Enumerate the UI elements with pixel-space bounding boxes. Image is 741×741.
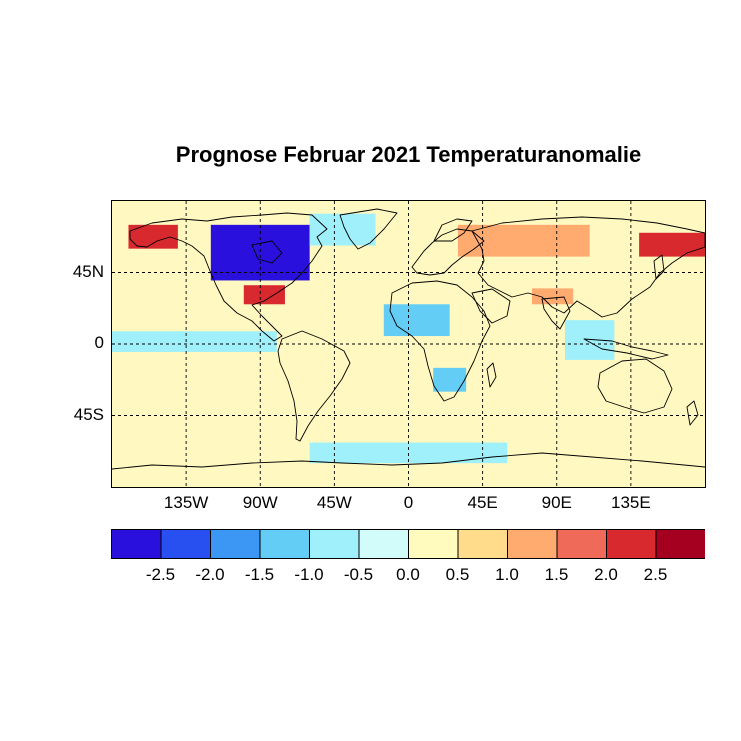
anomaly-map [111, 200, 706, 488]
greenland-outline [339, 208, 398, 250]
continent-outlines [112, 208, 705, 470]
new-zealand-outline [686, 400, 699, 426]
colorbar-label: 0.5 [445, 565, 470, 584]
latitude-label: 45S [73, 404, 104, 424]
antarctica-outline [112, 452, 705, 470]
colorbar-label: -2.0 [195, 565, 225, 584]
colorbar-swatch [457, 529, 508, 559]
colorbar-label: 0.0 [396, 565, 420, 584]
latitude-label: 45N [72, 261, 104, 281]
colorbar-swatch [210, 529, 261, 559]
india-outline [541, 296, 571, 330]
south-america-outline [277, 330, 351, 442]
anomaly-cell [383, 304, 450, 337]
europe-outline [411, 228, 485, 276]
indonesia-outline [583, 338, 669, 360]
colorbar-label: -0.5 [343, 565, 374, 584]
longitude-label: 0 [403, 493, 414, 512]
north-america-outline [129, 212, 328, 342]
colorbar-label: -1.5 [244, 565, 275, 584]
hudson-bay-outline [251, 240, 283, 264]
madagascar-outline [486, 362, 497, 388]
anomaly-cell [457, 224, 590, 257]
anomaly-cell [128, 224, 178, 249]
colorbar-label: -2.5 [145, 565, 176, 584]
colorbar-label: -1.0 [294, 565, 324, 584]
longitude-label: 45W [316, 493, 352, 512]
longitude-label: 90E [541, 493, 572, 512]
japan-outline [653, 254, 665, 280]
colorbar-swatch [556, 529, 607, 559]
colorbar-swatch [408, 529, 459, 559]
longitude-label: 135E [611, 493, 651, 512]
map-title: Prognose Februar 2021 Temperaturanomalie [175, 142, 642, 167]
longitude-label: 45E [467, 493, 498, 512]
colorbar-swatch [358, 529, 409, 559]
anomaly-cell [433, 367, 467, 392]
colorbar-label: 1.5 [544, 565, 569, 584]
colorbar-swatch [655, 529, 705, 559]
longitude-label: 90W [242, 493, 278, 512]
colorbar-swatch [507, 529, 558, 559]
anomaly-cell [639, 232, 705, 257]
latitude-label: 0 [94, 333, 104, 352]
asia-outline [471, 216, 705, 318]
colorbar-swatch [160, 529, 211, 559]
colorbar-swatch [309, 529, 360, 559]
arabia-outline [471, 288, 511, 324]
anomaly-cell [112, 331, 277, 352]
anomaly-cell [243, 285, 285, 305]
colorbar-label: 2.5 [643, 565, 668, 584]
africa-outline [389, 280, 491, 402]
colorbar-swatch [606, 529, 657, 559]
graticule [112, 201, 705, 487]
colorbar-swatch [111, 529, 162, 559]
colorbar [111, 529, 705, 559]
colorbar-label: 1.0 [495, 565, 519, 584]
anomaly-cell [309, 213, 376, 246]
longitude-label: 135W [163, 493, 209, 512]
colorbar-label: 2.0 [594, 565, 618, 584]
map-canvas [112, 201, 705, 487]
anomaly-cell [564, 320, 615, 360]
colorbar-swatch [259, 529, 310, 559]
anomaly-cell [309, 442, 508, 464]
australia-outline [597, 358, 673, 414]
scandinavia-outline [433, 218, 473, 242]
